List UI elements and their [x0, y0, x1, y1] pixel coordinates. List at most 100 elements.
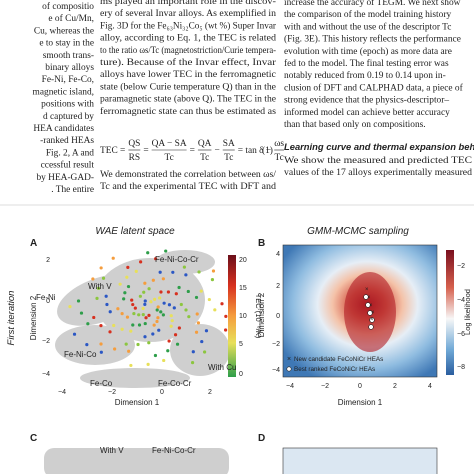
latent-point: [195, 312, 199, 316]
candidate-marker: ×: [370, 317, 374, 323]
body-text: state (below Curie temperature Q) than i…: [100, 81, 276, 92]
x-axis-label: Dimension 1: [338, 398, 383, 407]
latent-point: [141, 306, 145, 311]
y-axis-label: Dimension 2: [257, 292, 266, 337]
latent-point: [151, 332, 155, 336]
latent-point: [129, 329, 133, 333]
y-tick-label: 0: [276, 313, 280, 320]
latent-point: [173, 333, 178, 337]
y-tick-label: 0: [46, 298, 50, 305]
body-text: -ranked HEAs: [40, 136, 94, 146]
x-tick-label: −4: [58, 389, 66, 396]
body-text: Fig. 2, A and: [46, 148, 94, 158]
body-text: (Fig. 3E). This history reflects the per…: [284, 34, 461, 45]
latent-point: [95, 296, 99, 300]
region-annotation: With V: [88, 282, 112, 291]
latent-point: [96, 286, 101, 290]
body-text: ture). Because of the Invar effect, Inva…: [100, 57, 277, 68]
colorbar-tick-label: 15: [239, 285, 247, 292]
latent-point: [161, 277, 165, 281]
latent-points: [68, 249, 228, 368]
latent-point: [101, 276, 106, 280]
latent-point: [72, 332, 77, 336]
body-text: binary alloys: [45, 63, 94, 73]
latent-point: [170, 319, 174, 323]
latent-point: [202, 350, 207, 354]
latent-point: [131, 302, 135, 307]
section-heading: Learning curve and thermal expansion beh…: [284, 141, 474, 152]
latent-point: [167, 303, 172, 307]
equation-text: −: [214, 146, 219, 156]
body-text: HEA candidates: [33, 124, 94, 134]
latent-point: [158, 270, 162, 274]
equation-numerator: SA: [223, 139, 235, 149]
latent-point: [99, 266, 103, 270]
colorbar-tick-label: 5: [239, 341, 243, 348]
likelihood-map: [282, 447, 438, 474]
equation-numerator: ωs: [274, 139, 284, 149]
body-text: ccessful result: [41, 160, 95, 171]
body-text: the comparison of the model training his…: [284, 9, 451, 20]
equation-text: TEC =: [100, 146, 125, 156]
region-annotation: Fe-Ni-Co: [64, 350, 97, 359]
y-tick-label: 2: [46, 257, 50, 264]
legend-symbol: ×: [287, 356, 291, 363]
latent-point: [152, 323, 156, 327]
equation-denominator: Tc: [165, 153, 174, 163]
latent-point: [149, 300, 153, 304]
latent-point: [120, 327, 124, 331]
latent-point: [153, 353, 158, 358]
body-text: ery of several Invar alloys. As exemplif…: [100, 8, 276, 19]
latent-point: [184, 308, 188, 312]
body-text: e of Cu/Mn,: [48, 13, 94, 24]
body-text: We demonstrated the correlation between …: [100, 170, 276, 180]
body-text: fed to the model. The final testing erro…: [284, 58, 449, 69]
candidate-marker: ×: [371, 310, 375, 316]
latent-point: [125, 275, 129, 279]
equation-denominator: Tc: [275, 153, 284, 163]
body-text: to the ratio ωs/Tc (magnetostriction/Cur…: [100, 45, 276, 56]
latent-point: [126, 265, 130, 270]
latent-point: [105, 302, 109, 307]
y-axis-label: Dimension 2: [29, 295, 38, 340]
latent-point: [142, 290, 146, 294]
equation-text: = tan δ −: [238, 146, 271, 156]
x-tick-label: 4: [428, 383, 432, 390]
body-text: informed model can achieve better accura…: [284, 107, 450, 118]
latent-point: [204, 329, 209, 333]
colorbar-tick-label: −4: [457, 297, 465, 304]
latent-point: [166, 290, 171, 294]
y-tick-label: −4: [272, 367, 280, 374]
best-ranked-marker: [367, 310, 373, 316]
latent-point: [124, 342, 128, 346]
latent-point: [136, 342, 140, 347]
latent-point: [92, 315, 96, 320]
latent-point: [112, 323, 116, 328]
latent-point: [156, 316, 160, 320]
latent-point: [139, 260, 143, 264]
latent-point: [169, 324, 173, 328]
latent-point: [166, 349, 170, 353]
latent-point: [147, 287, 151, 291]
latent-point: [108, 310, 112, 314]
equation-denominator: Tc: [224, 153, 233, 163]
body-text: evolution with time (epoch) as more data…: [284, 46, 452, 57]
latent-point: [184, 273, 188, 277]
latent-point: [147, 313, 151, 317]
latent-regions: [44, 448, 229, 474]
x-tick-label: 2: [393, 383, 397, 390]
candidate-marker: ×: [367, 295, 371, 301]
equation-numerator: QS: [128, 139, 140, 149]
latent-regions: [55, 250, 230, 388]
y-tick-label: −4: [42, 371, 50, 378]
x-tick-label: 2: [208, 389, 212, 396]
body-text: smooth trans-: [43, 51, 94, 61]
colorbar-tick-label: −6: [457, 331, 465, 338]
latent-point: [156, 305, 160, 309]
equation-text: (1): [262, 145, 273, 156]
latent-point: [120, 312, 124, 316]
region-annotation: With V: [100, 446, 124, 455]
equation-numerator: QA: [198, 139, 212, 149]
latent-point: [137, 323, 142, 327]
equation-numerator: QA − SA: [152, 139, 187, 149]
